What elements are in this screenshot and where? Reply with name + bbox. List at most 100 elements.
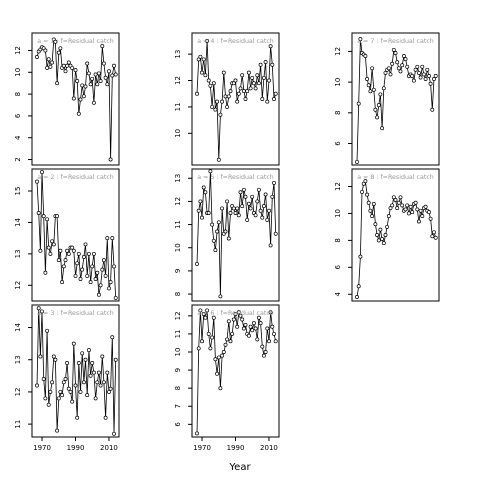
data-point [415,207,420,212]
data-point [411,78,416,83]
panel-frame [191,304,280,438]
data-point [80,267,85,272]
series-line [356,39,437,162]
data-point [63,377,68,381]
data-point [263,192,268,197]
data-point [250,194,255,199]
data-point [48,251,53,256]
data-point [46,245,51,250]
data-point [410,210,415,215]
data-point [368,89,373,94]
data-point [388,206,393,211]
data-point [238,313,243,318]
data-point [363,54,368,58]
data-point [253,86,258,91]
y-tick-label: 6 [334,265,342,270]
data-point [218,294,223,299]
data-point [241,89,246,94]
panel-frame [191,168,280,302]
data-point [98,79,103,83]
data-point [243,322,248,327]
data-point [250,75,255,80]
y-tick-label: 11 [174,329,182,338]
y-tick-label: 12 [14,387,22,396]
y-tick-label: 6 [14,113,22,118]
x-axis-title: Year [228,462,251,473]
y-tick-label: 9 [174,368,182,372]
data-point [208,169,213,174]
x-tick-label: 1970 [33,444,51,452]
data-point [248,86,253,91]
data-point [228,211,233,215]
data-point [418,75,423,80]
data-point [365,192,370,197]
data-point [201,185,206,190]
data-point [260,215,265,220]
data-point [363,179,368,184]
data-point [243,97,248,101]
data-point [272,331,276,336]
data-point [228,89,233,94]
data-point [400,203,405,208]
data-point [60,393,65,398]
data-point [391,195,396,200]
data-point [401,54,406,58]
panel-3: 6 8 10 12 a = 7 : f=Residual catch [334,32,440,166]
data-point [105,236,110,241]
data-point [211,238,216,243]
y-tick-label: 11 [14,420,22,429]
y-tick-label: 8 [174,292,182,296]
y-tick-label: 4 [14,135,22,140]
data-point [272,180,276,185]
data-point [246,333,251,338]
data-point [101,61,106,66]
data-point [213,248,218,253]
data-point [385,224,390,229]
data-point [386,214,391,219]
data-point [41,377,46,381]
data-point [221,70,226,75]
panel-label: a = 4 : f=Residual catch [197,38,274,45]
data-point [432,230,436,235]
data-point [206,211,211,215]
data-point [220,99,225,104]
data-point [236,91,241,96]
data-point [112,431,116,436]
data-point [225,104,230,109]
y-tick-label: 14 [14,217,22,226]
data-point [390,203,395,208]
panel-1: 2 4 6 8 10 12 a = 1 : f=Residual catch [14,32,120,166]
data-point [96,370,101,375]
data-point [113,357,118,362]
data-point [270,194,275,199]
data-point [78,97,83,102]
data-point [420,214,425,219]
data-point [268,44,273,49]
data-point [50,60,55,65]
data-point [66,386,71,391]
data-point [208,83,213,88]
data-point [65,248,70,253]
data-point [88,373,93,378]
y-tick-label: 10 [174,243,182,252]
data-point [356,284,361,289]
data-point [231,317,236,322]
data-point [428,216,433,221]
data-point [240,317,245,322]
data-point [405,64,410,69]
panel-8: 6 7 8 9 10 11 12 a = 6 : f=Residual catch 1970 19… [174,304,280,452]
data-point [226,319,231,324]
data-point [241,187,246,192]
data-point [256,187,261,192]
data-point [415,64,420,69]
data-point [395,206,400,211]
data-point [265,99,270,104]
data-point [368,208,373,213]
data-point [103,273,108,278]
data-point [56,396,61,401]
data-point [378,92,383,97]
y-tick-label: 14 [14,323,22,332]
data-point [196,208,201,213]
data-point [270,324,275,329]
data-point [110,236,115,241]
